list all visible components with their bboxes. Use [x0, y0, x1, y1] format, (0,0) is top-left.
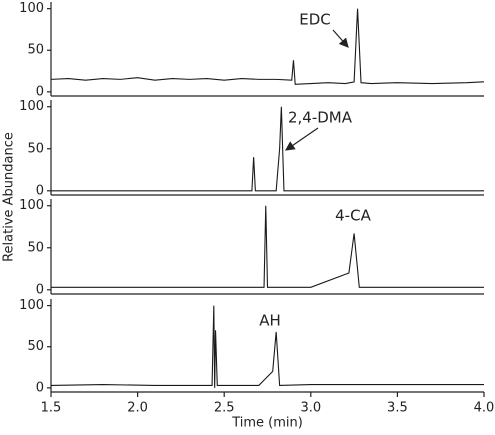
x-tick-label: 3.5 — [387, 401, 408, 416]
chromatogram-line — [50, 8, 485, 85]
y-tick-label: 50 — [27, 141, 44, 156]
y-tick-label: 0 — [36, 84, 44, 99]
y-tick-label: 50 — [27, 240, 44, 255]
peak-label: AH — [259, 312, 281, 330]
y-tick-label: 0 — [36, 183, 44, 198]
x-tick-label: 2.5 — [214, 401, 235, 416]
x-tick-label: 1.5 — [41, 401, 62, 416]
peak-label: 4-CA — [335, 207, 371, 225]
x-tick-label: 4.0 — [474, 401, 495, 416]
chromatogram-line — [51, 205, 484, 288]
x-tick-label: 3.0 — [300, 401, 321, 416]
y-tick-label: 50 — [27, 339, 44, 354]
peak-label: 2,4-DMA — [288, 109, 353, 127]
y-axis-label: Relative Abundance — [2, 132, 17, 262]
x-tick-label: 2.0 — [127, 401, 148, 416]
arrow — [332, 29, 349, 48]
y-tick-label: 100 — [19, 1, 44, 16]
chromatogram-line — [50, 305, 484, 388]
y-tick-label: 50 — [27, 43, 44, 58]
x-axis-label: Time (min) — [231, 416, 303, 431]
y-tick-label: 100 — [19, 298, 44, 313]
y-tick-label: 100 — [19, 99, 44, 114]
peak-label: EDC — [299, 11, 331, 29]
y-tick-label: 0 — [36, 282, 44, 297]
y-tick-label: 0 — [36, 380, 44, 395]
y-tick-label: 100 — [19, 198, 44, 213]
arrow — [285, 127, 319, 151]
chromatogram-line — [51, 106, 484, 192]
